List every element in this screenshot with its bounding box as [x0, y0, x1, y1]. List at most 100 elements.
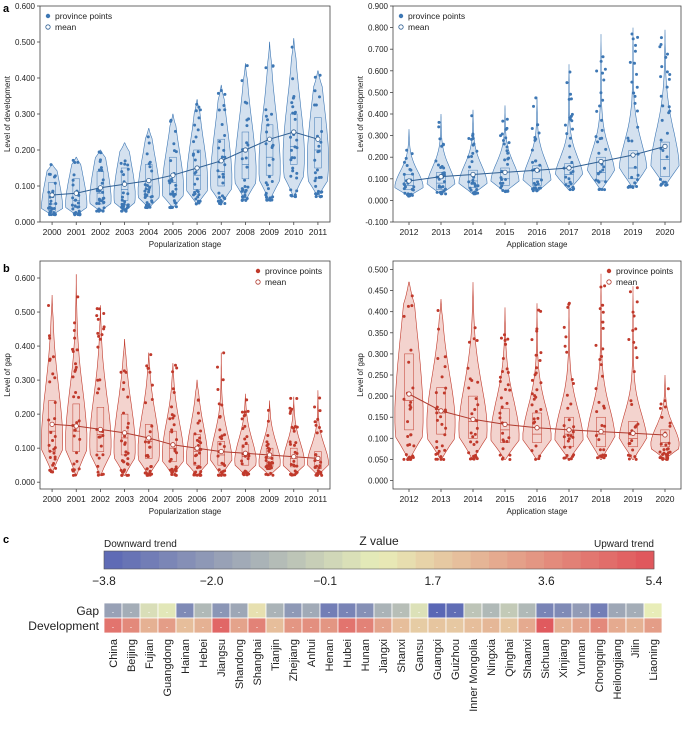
province-point [601, 98, 605, 102]
province-point [476, 191, 480, 195]
province-point [318, 95, 322, 99]
y-tick-label: 0.100 [368, 175, 389, 184]
province-point [245, 398, 249, 402]
chart-c-heatmap: Z value Downward trend Upward trend −3.8 −2.… [28, 534, 662, 712]
province-point [218, 139, 222, 143]
heatmap-cell-mark: · [238, 607, 241, 617]
province-point [53, 376, 57, 380]
province-point [101, 434, 105, 438]
province-point [95, 314, 99, 318]
x-tick-label: 2015 [496, 227, 515, 237]
heatmap-column-label: Inner Mongolia [468, 638, 480, 712]
y-tick-label: 0.500 [368, 88, 389, 97]
province-point [98, 307, 102, 311]
province-point [267, 163, 271, 167]
province-point [195, 102, 199, 106]
province-point [72, 434, 76, 438]
heatmap-cell-mark: · [238, 622, 241, 632]
province-point [53, 457, 57, 461]
y-tick-label: 0.000 [15, 478, 36, 487]
province-point [318, 470, 322, 474]
province-point [568, 144, 572, 148]
y-tick-label: 0.450 [368, 287, 389, 296]
province-point [666, 387, 670, 391]
province-point [533, 420, 537, 424]
province-point [631, 37, 635, 41]
province-point [47, 190, 51, 194]
province-point [218, 202, 222, 206]
province-point [245, 101, 249, 105]
mean-marker [194, 445, 200, 451]
province-point [193, 158, 197, 162]
mean-marker [73, 190, 79, 196]
mean-marker [266, 136, 273, 142]
province-point [630, 139, 634, 143]
province-point [598, 104, 602, 108]
scale-swatch [140, 551, 160, 569]
province-point [195, 466, 199, 470]
province-point [659, 402, 663, 406]
province-point [564, 335, 568, 339]
province-point [668, 72, 672, 76]
province-point [78, 212, 82, 216]
province-point [537, 457, 541, 461]
province-point [52, 206, 56, 210]
province-point [594, 178, 598, 182]
violin-body [210, 84, 233, 205]
province-point [295, 176, 299, 180]
mean-marker [315, 455, 321, 461]
province-point [661, 149, 665, 153]
heatmap-column-label: Jiangxi [378, 639, 390, 673]
heatmap-cell-mark: · [598, 607, 601, 617]
province-point [412, 185, 416, 189]
province-point [49, 199, 53, 203]
heatmap-cell-mark: · [166, 622, 169, 632]
scale-tick-label: −0.1 [313, 574, 337, 588]
province-point [73, 204, 77, 208]
province-point [148, 445, 152, 449]
quartile-box [564, 163, 574, 184]
x-tick-label: 2019 [624, 227, 643, 237]
province-point [264, 66, 268, 70]
province-point [150, 424, 154, 428]
quartile-box [404, 353, 414, 431]
province-point [530, 378, 534, 382]
province-point [144, 187, 148, 191]
province-point [95, 453, 99, 457]
province-point [603, 188, 607, 192]
province-point [72, 329, 76, 333]
province-point [468, 165, 472, 169]
quartile-box [48, 400, 56, 452]
province-point [508, 388, 512, 392]
province-point [146, 135, 150, 139]
province-point [289, 174, 293, 178]
province-point [571, 127, 575, 131]
province-point [570, 160, 574, 164]
charts-layer: 0.000 0.100 0.200 0.300 0.400 0.500 0.600 2000 2… [3, 2, 682, 712]
province-point [635, 300, 639, 304]
legend-marker-mean [398, 24, 404, 30]
province-point [96, 470, 100, 474]
y-tick-label: 0.200 [15, 146, 36, 155]
scale-swatch [562, 551, 581, 569]
violin-body [554, 303, 584, 460]
province-point [443, 433, 447, 437]
violin-body [458, 109, 488, 195]
province-point [435, 445, 439, 449]
province-point [472, 337, 476, 341]
province-point [292, 156, 296, 160]
province-point [659, 94, 663, 98]
province-point [539, 408, 543, 412]
province-point [635, 356, 639, 360]
province-point [53, 181, 57, 185]
province-point [48, 449, 52, 453]
province-point [290, 194, 294, 198]
province-point [240, 410, 244, 414]
province-point [73, 161, 77, 165]
x-tick-label: 2000 [43, 227, 62, 237]
province-point [320, 130, 324, 134]
scale-swatch [452, 551, 471, 569]
province-point [318, 409, 322, 413]
scale-frame [103, 550, 655, 570]
province-point [538, 454, 542, 458]
